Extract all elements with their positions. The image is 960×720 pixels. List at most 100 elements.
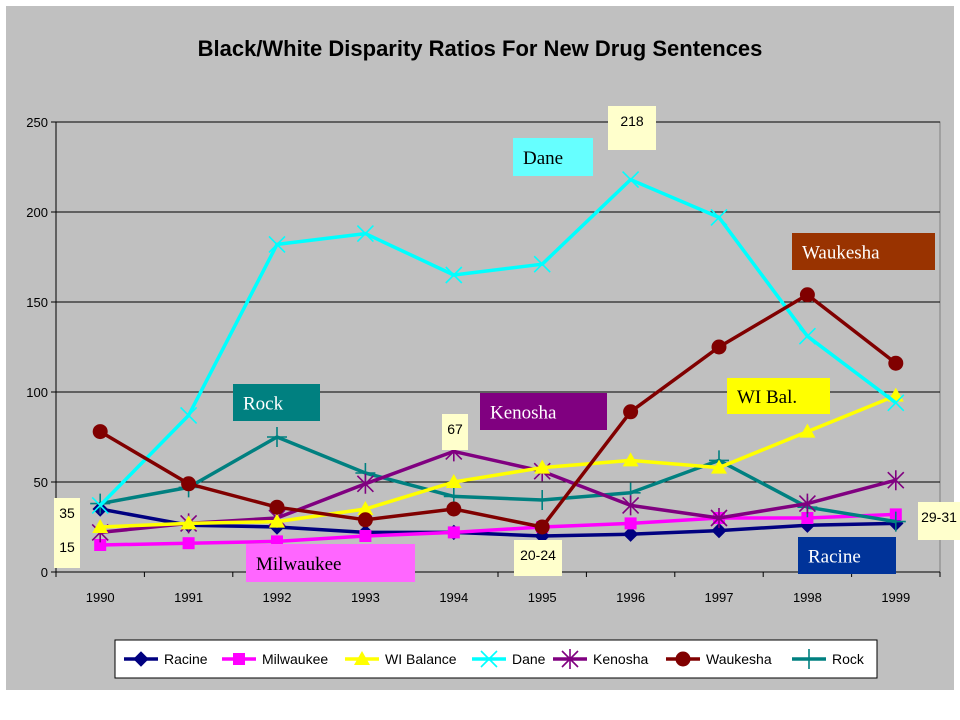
data-point-milwaukee [94,539,107,551]
y-tick-label: 50 [34,475,48,490]
legend-swatch-marker [675,651,691,667]
annotation-text: 20-24 [520,547,556,563]
data-point-waukesha [357,512,373,528]
data-point-dane [356,225,374,243]
data-point-rock [532,490,553,510]
data-point-dane [710,208,728,226]
series-wi-balance [92,387,904,533]
data-point-dane [798,327,816,345]
chart-title: Black/White Disparity Ratios For New Dru… [198,36,763,61]
legend-item-rock: Rock [792,649,865,669]
series-line-waukesha [99,293,897,529]
legend-label: Milwaukee [262,651,328,667]
data-point-wi-balance [445,474,462,488]
label-box-text: Milwaukee [256,554,341,575]
data-point-dane [445,266,463,284]
annotation-20-24: 20-24 [514,540,562,576]
series-line-kenosha [100,449,897,535]
data-point-wi-balance [269,513,285,528]
data-point-rock [885,511,906,532]
x-axis: 1990 1991 1992 1993 1994 1995 1996 1997 1998 1999 [55,571,941,605]
legend-label: Rock [832,651,865,667]
annotation-bg [514,540,562,576]
series-waukesha [92,287,904,535]
y-tick-label: 0 [41,565,48,580]
data-point-dane [268,235,286,253]
legend-item-milwaukee: Milwaukee [222,651,328,667]
x-tick-label: 1994 [439,590,468,605]
annotation-bg [54,498,80,534]
series-dane [91,171,905,514]
label-box-text: Waukesha [802,243,880,264]
legend-item-racine: Racine [124,651,208,667]
annotation-bg [608,106,656,150]
annotation-218: 218 [608,106,656,150]
x-tick-label: 1993 [351,590,380,605]
label-box-bg [513,138,593,176]
annotation-bg [54,532,80,568]
legend-swatch-marker [799,649,819,669]
annotation-text: 29-31 [921,509,957,525]
annotation-29-31: 29-31 [918,502,960,540]
data-point-waukesha [181,476,197,492]
data-point-milwaukee [801,512,814,524]
data-point-wi-balance [711,459,727,474]
legend-swatch-marker [354,651,370,665]
data-point-wi-balance [534,459,551,474]
y-tick-label: 250 [26,115,48,130]
annotation-boxes: 218 67 35 15 20-24 29-31 [54,106,960,576]
annotation-bg [442,414,468,450]
data-point-waukesha [799,287,815,303]
label-box-text: Dane [523,148,563,169]
series-line-milwaukee [100,512,896,547]
x-tick-label: 1995 [528,590,557,605]
label-box-rock: Rock [233,384,320,421]
data-point-dane [622,171,640,189]
annotation-35: 35 [54,498,80,534]
data-point-milwaukee [447,526,460,539]
legend-label: Kenosha [593,651,648,667]
data-point-wi-balance [622,452,639,467]
annotation-bg [918,502,960,540]
legend: Racine Milwaukee WI Balance Dane Kenosha Wauk… [114,639,878,679]
data-point-milwaukee [182,537,195,550]
data-point-wi-balance [92,519,109,533]
y-tick-label: 100 [26,385,48,400]
x-tick-label: 1992 [263,590,292,605]
data-point-waukesha [92,424,108,440]
x-tick-label: 1998 [793,590,822,605]
label-box-text: Racine [808,547,861,568]
annotation-text: 35 [59,505,75,521]
legend-item-dane: Dane [472,650,546,668]
legend-label: WI Balance [385,651,457,667]
label-box-milwaukee: Milwaukee [246,544,415,582]
data-point-dane [180,406,198,424]
data-point-kenosha [356,473,374,494]
label-box-dane: Dane [513,138,593,176]
label-box-kenosha: Kenosha [480,393,607,430]
data-point-wi-balance [357,501,374,515]
annotation-15: 15 [54,532,80,568]
label-box-wi-bal: WI Bal. [727,378,830,414]
legend-swatch-marker [133,651,149,667]
data-point-waukesha [888,355,904,371]
legend-item-waukesha: Waukesha [666,651,772,667]
annotation-67: 67 [442,414,468,450]
label-box-bg [480,393,607,430]
y-tick-label: 200 [26,205,48,220]
x-tick-label: 1997 [705,590,734,605]
legend-item-wi-balance: WI Balance [345,651,457,667]
x-tick-label: 1996 [616,590,645,605]
data-point-rock [267,427,287,447]
data-point-kenosha [798,493,816,514]
label-box-bg [727,378,830,414]
annotation-text: 15 [59,539,75,555]
label-box-racine: Racine [798,537,896,574]
data-point-milwaukee [624,517,637,530]
series-line-dane [98,177,897,507]
data-point-wi-balance [180,515,197,530]
series-line-wi-balance [100,393,897,529]
data-point-kenosha [622,495,640,516]
legend-label: Waukesha [706,651,772,667]
